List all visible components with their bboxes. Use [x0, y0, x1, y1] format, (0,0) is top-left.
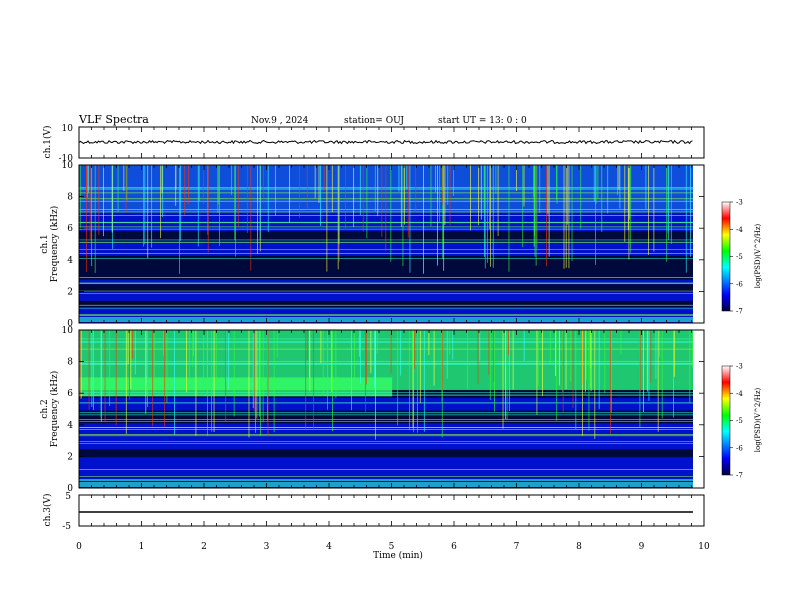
frequency-tick-label: 4: [67, 421, 73, 431]
ch2-frequency-ticks: 0 2 4 6 8 10: [62, 326, 704, 494]
colorbar-tick-label: -3: [736, 363, 743, 371]
time-tick-label: 5: [389, 542, 395, 552]
ch2-colorbar-label: log(PSD)(V^2/Hz): [754, 387, 762, 452]
ch2-channel-label: ch.2: [40, 399, 50, 418]
ch1-colorbar-ticks: -3 -4 -5 -6 -7: [730, 199, 743, 316]
frequency-tick-label: 6: [67, 224, 73, 234]
time-tick-label: 8: [576, 542, 582, 552]
colorbar-tick-label: -7: [736, 472, 743, 480]
time-tick-label: 9: [639, 542, 645, 552]
frequency-tick-label: 4: [67, 256, 73, 266]
ch2-frequency-ylabel: Frequency (kHz): [49, 371, 60, 448]
time-tick-label: 10: [698, 542, 710, 552]
colorbar-tick-label: -5: [736, 417, 743, 425]
colorbar-tick-label: -4: [736, 226, 743, 234]
colorbar-tick-label: -4: [736, 390, 743, 398]
spectrogram-low-band: [79, 482, 693, 487]
frequency-tick-label: 6: [67, 389, 73, 399]
ch2-spectrogram-image: [79, 330, 704, 488]
colorbar-tick-label: -5: [736, 253, 743, 261]
ch1-ytick-top: 10: [62, 124, 74, 134]
frequency-tick-label: 0: [67, 484, 73, 494]
ch2-colorbar: [721, 365, 731, 476]
spectrogram-dark-band: [79, 255, 693, 280]
figure-title: VLF Spectra: [78, 113, 149, 126]
frequency-tick-label: 10: [62, 326, 74, 336]
ch2-colorbar-ticks: -3 -4 -5 -6 -7: [730, 363, 743, 480]
ch1-spectrogram-image: [79, 165, 704, 323]
ch1-waveform-panel: 10 -10 ch.1(V): [42, 124, 705, 164]
ch1-waveform-time-ticks: [78, 127, 705, 158]
date-label: Nov.9 , 2024: [251, 116, 309, 126]
ch1-frequency-ylabel: Frequency (kHz): [49, 206, 60, 283]
time-tick-label: 1: [139, 542, 145, 552]
colorbar-tick-label: -6: [736, 444, 743, 452]
frequency-tick-label: 8: [67, 193, 73, 203]
time-axis-tick-labels: 0 1 2 3 4 5 6 7 8 9 10: [76, 542, 710, 552]
frequency-tick-label: 2: [67, 452, 73, 462]
frequency-tick-label: 2: [67, 287, 73, 297]
ch3-ytick-top: 5: [65, 492, 71, 502]
colorbar-tick-label: -3: [736, 199, 743, 207]
ch3-waveform-ylabel: ch.3(V): [42, 494, 53, 527]
time-tick-label: 4: [326, 542, 332, 552]
spectrogram-dark-band: [79, 410, 693, 424]
ch3-waveform-time-ticks: [78, 495, 705, 526]
spectrogram-dark-band: [79, 284, 693, 293]
frequency-tick-label: 0: [67, 319, 73, 329]
colorbar-tick-label: -6: [736, 280, 743, 288]
time-tick-label: 7: [514, 542, 520, 552]
ch1-waveform-trace: [78, 139, 693, 145]
frequency-tick-label: 10: [62, 161, 74, 171]
spectrogram-dark-band: [79, 300, 693, 308]
ch1-waveform-ylabel: ch.1(V): [42, 126, 53, 159]
ch1-ytick-bottom: -10: [59, 154, 74, 164]
time-tick-label: 0: [76, 542, 82, 552]
spectrogram-low-band: [79, 317, 693, 322]
frequency-tick-label: 8: [67, 358, 73, 368]
ch3-ytick-bottom: -5: [62, 522, 71, 532]
time-tick-label: 3: [264, 542, 270, 552]
spectrogram-dark-band: [79, 449, 693, 458]
time-tick-label: 6: [451, 542, 457, 552]
ch1-channel-label: ch.1: [40, 234, 50, 253]
ch1-colorbar-label: log(PSD)(V^2/Hz): [754, 223, 762, 288]
ch1-colorbar: [721, 201, 731, 312]
ch1-frequency-ticks: 0 2 4 6 8 10: [62, 161, 704, 329]
colorbar-tick-label: -7: [736, 308, 743, 316]
station-label: station= OUJ: [344, 116, 404, 126]
start-time-label: start UT = 13: 0 : 0: [438, 116, 527, 126]
ch3-waveform-panel: 5 -5 ch.3(V): [42, 492, 705, 532]
ch2-spectrogram-time-ticks: [78, 330, 705, 488]
ch1-spectrogram-time-ticks: [78, 165, 705, 323]
time-axis-label: Time (min): [373, 550, 423, 561]
time-tick-label: 2: [201, 542, 207, 552]
